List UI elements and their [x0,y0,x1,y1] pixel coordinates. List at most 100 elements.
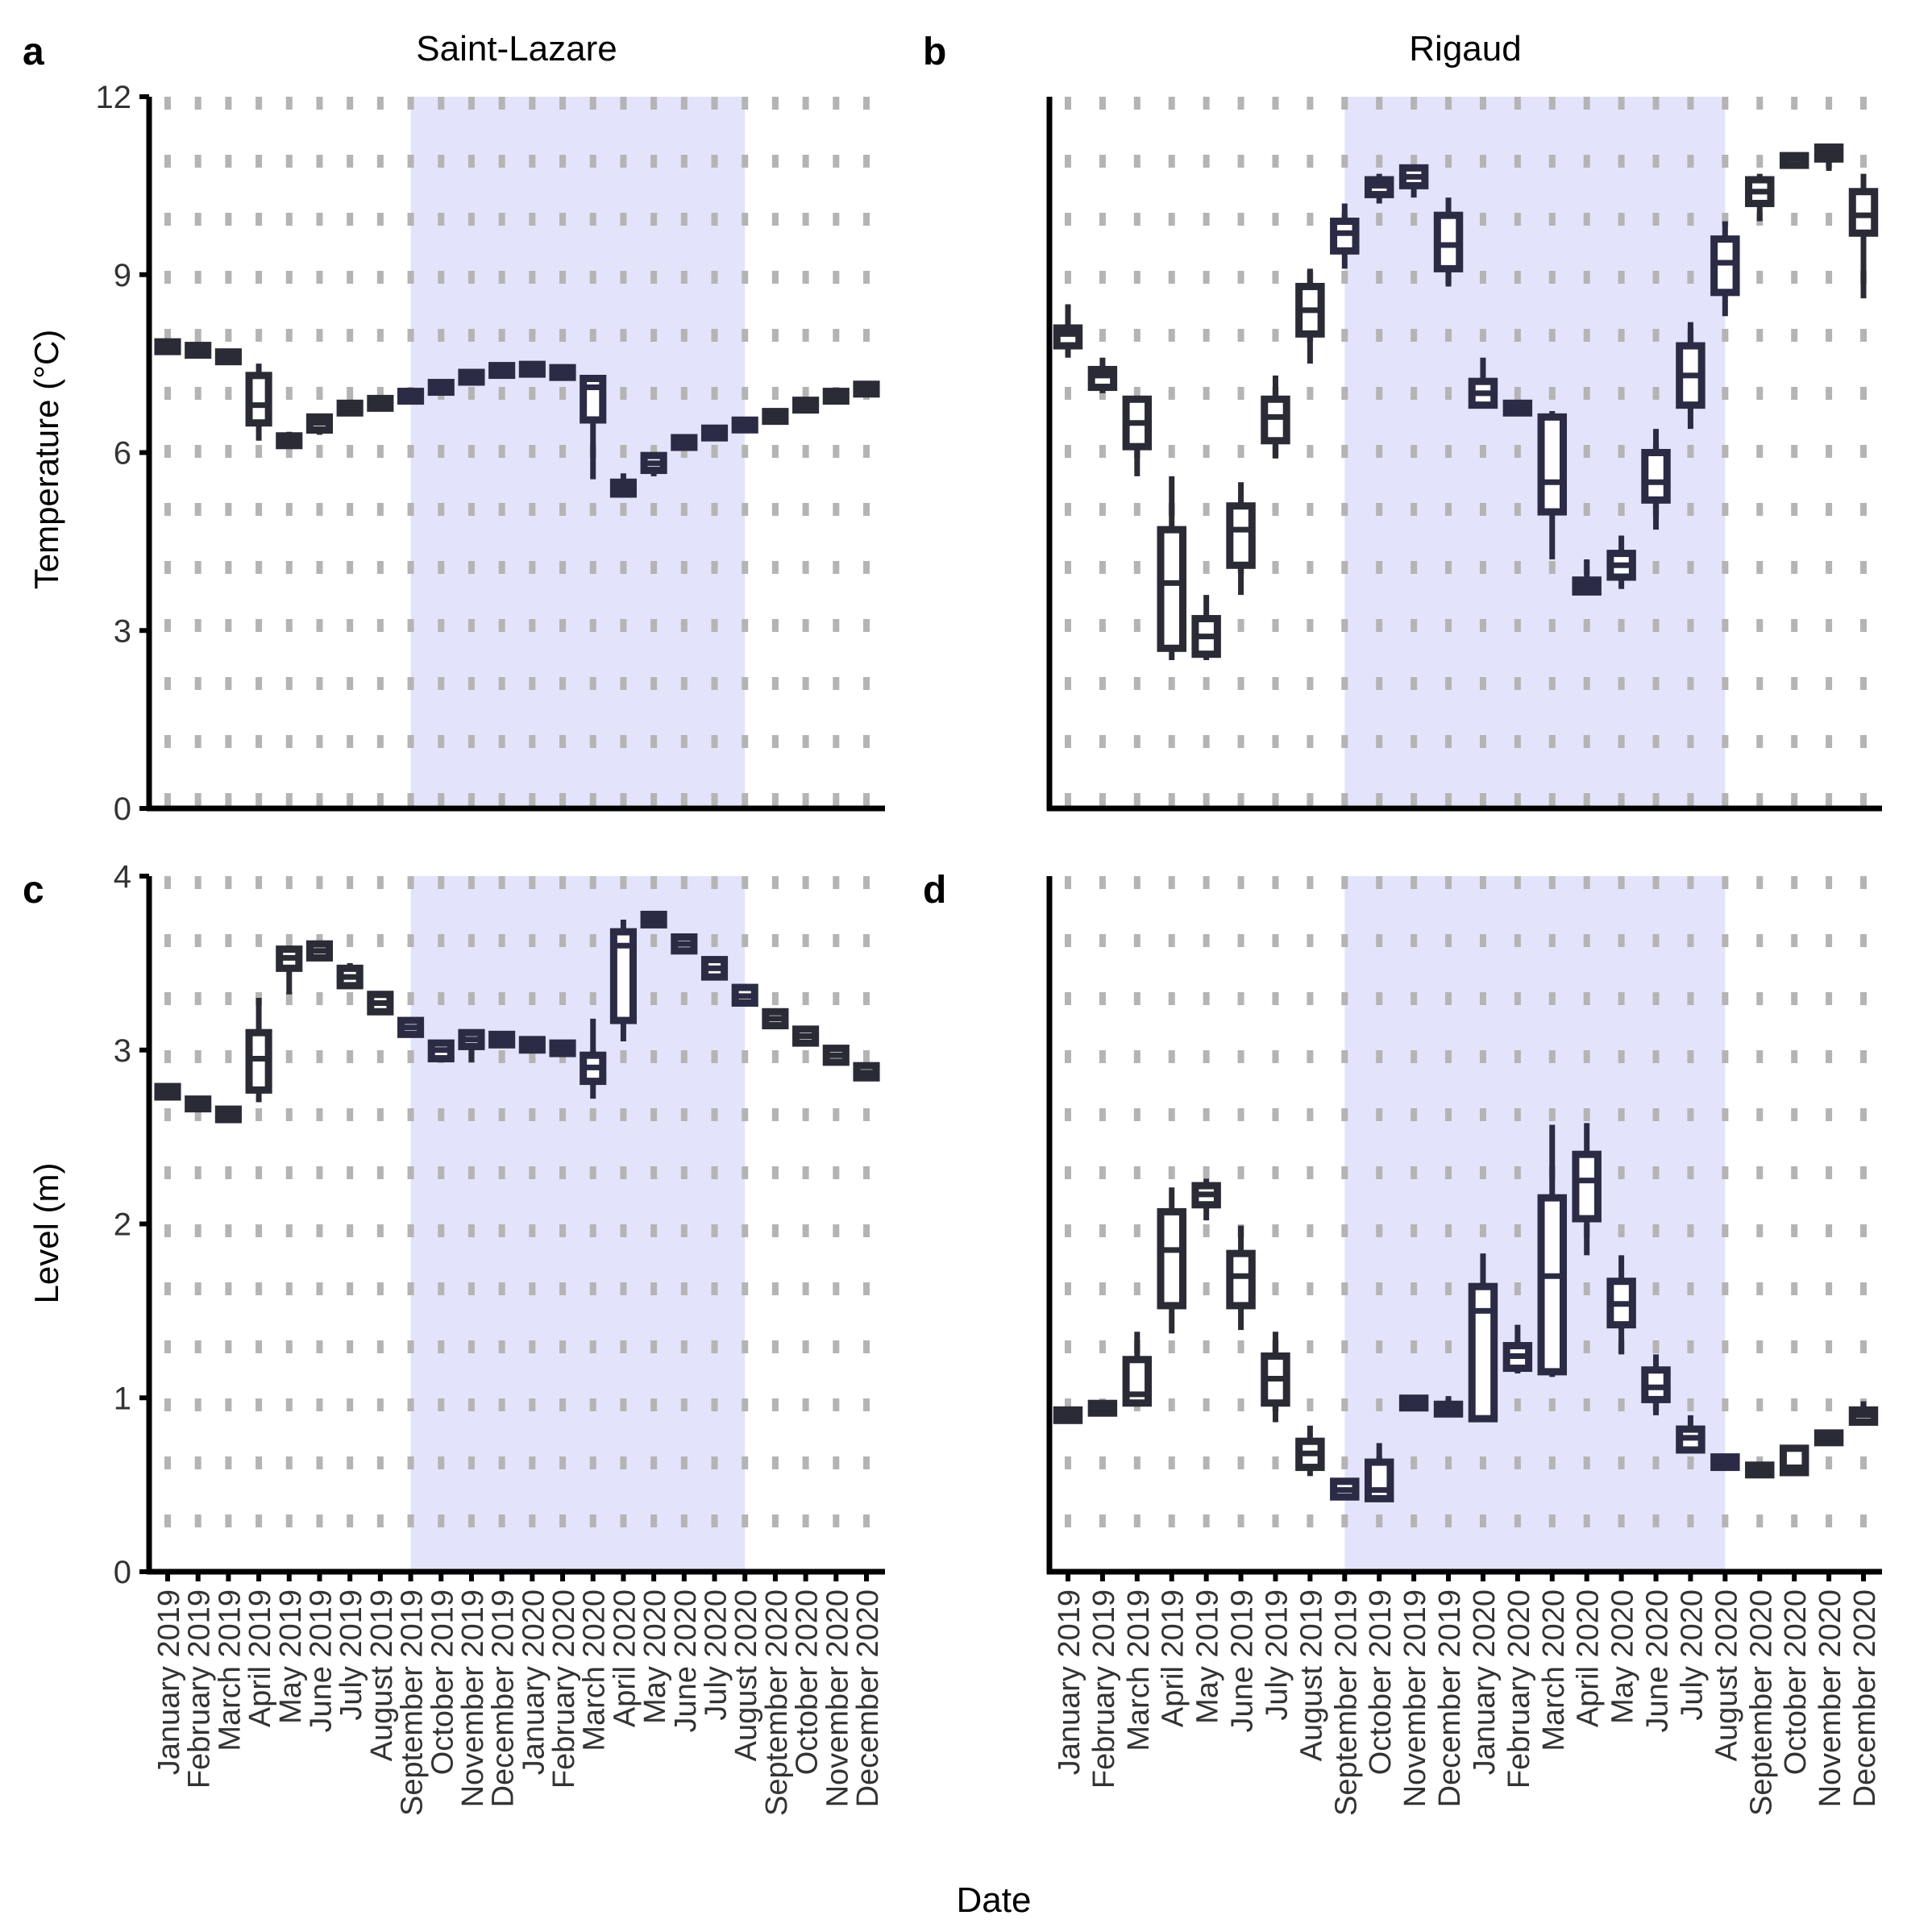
boxplot-october-2020 [792,1025,820,1047]
boxplot-february-2019 [185,342,212,359]
shaded-period-region [410,876,746,1572]
x-tick-label: October 2019 [426,1589,459,1775]
x-tick-label: April 2020 [608,1589,642,1727]
boxplot-march-2019 [1122,1332,1153,1407]
x-tick-label: April 2019 [243,1589,277,1727]
boxplot-june-2020 [671,434,698,451]
x-tick-label: July 2020 [1675,1589,1709,1721]
x-tick-label: July 2019 [334,1589,368,1721]
boxplot-january-2019 [154,338,181,355]
boxplot-november-2019 [458,1028,485,1062]
y-tick-label: 3 [114,1033,131,1069]
x-tick-label: December 2019 [487,1589,521,1807]
box-iqr [1468,1282,1498,1423]
boxplot-august-2020 [731,983,758,1007]
box-iqr [245,372,272,427]
boxplot-june-2020 [1641,429,1671,530]
x-tick-label: May 2019 [274,1589,308,1724]
y-tick-label: 0 [114,1555,131,1590]
box-iqr [1848,188,1879,237]
x-tick-label: November 2019 [456,1589,490,1807]
boxplot-october-2020 [1779,1444,1809,1477]
box-iqr [1710,235,1740,297]
boxplot-april-2020 [609,473,637,498]
x-tick-label: November 2020 [821,1589,854,1807]
boxplot-july-2020 [700,956,729,981]
boxplot-september-2019 [1330,1477,1360,1501]
boxplot-january-2019 [1053,304,1083,358]
boxplot-february-2020 [549,364,576,381]
panel-b: b Rigaud [923,29,1882,812]
boxplot-october-2020 [1779,152,1809,169]
panel-letter-d: d [923,869,946,912]
boxplot-march-2019 [214,348,242,366]
x-tick-label: January 2019 [1053,1589,1086,1775]
boxplot-december-2019 [488,1030,516,1049]
boxplot-january-2020 [518,1036,546,1054]
boxplot-september-2020 [1745,1461,1775,1479]
x-tick-label: September 2020 [1744,1589,1778,1816]
boxplot-june-2020 [671,933,698,955]
boxplot-may-2019 [1191,595,1221,661]
boxplot-october-2020 [792,397,820,414]
boxplot-august-2019 [1295,268,1325,364]
boxplot-february-2020 [549,1039,576,1057]
x-tick-label: August 2020 [1710,1589,1743,1761]
boxplot-april-2019 [1157,1187,1186,1334]
boxplot-december-2020 [1848,173,1879,299]
boxplot-june-2019 [305,940,334,962]
boxplot-june-2019 [1226,482,1256,596]
panel-a: 0 3 6 9 12 a Saint-Lazare [23,29,885,827]
x-tick-label: August 2019 [365,1589,399,1761]
x-tick-label: September 2019 [396,1589,430,1816]
boxplot-november-2019 [458,368,485,386]
box-iqr [1572,1150,1602,1223]
boxplot-september-2019 [397,1016,425,1038]
x-tick-label: August 2020 [729,1589,763,1761]
x-tick-label: March 2019 [213,1589,247,1751]
x-tick-label: October 2019 [1364,1589,1398,1775]
boxplot-may-2019 [276,431,303,450]
x-tick-label: June 2020 [1641,1589,1675,1733]
boxplot-june-2019 [1226,1225,1256,1331]
y-tick-label: 9 [114,258,131,293]
x-tick-label: May 2019 [1191,1589,1225,1724]
shaded-period-region [1344,876,1726,1572]
y-axis-label-level: Level (m) [27,1162,65,1303]
boxplot-november-2020 [822,1045,850,1066]
box-iqr [1641,449,1671,504]
x-tick-label: June 2020 [669,1589,703,1733]
box-iqr [1226,502,1256,569]
y-tick-label: 2 [114,1207,131,1243]
x-tick-label: May 2020 [1606,1589,1640,1724]
x-tick-label: September 2020 [760,1589,794,1816]
x-tick-label: December 2020 [851,1589,885,1807]
boxplot-june-2019 [305,413,334,435]
boxplot-november-2019 [1398,164,1429,198]
boxplot-august-2019 [367,991,394,1016]
panel-letter-c: c [23,869,44,912]
boxplot-february-2020 [1502,1324,1533,1374]
boxplot-july-2019 [336,962,364,990]
x-tick-label: April 2019 [1157,1589,1190,1727]
boxplot-july-2020 [1676,322,1705,430]
x-tick-label: November 2020 [1814,1589,1847,1807]
boxplot-october-2019 [427,1039,455,1063]
boxplot-december-2019 [1433,197,1464,287]
boxplot-august-2020 [1710,1453,1740,1472]
panel-letter-b: b [923,31,946,73]
x-tick-label: January 2019 [152,1589,186,1775]
boxplot-july-2019 [1261,375,1290,459]
x-tick-label: August 2019 [1294,1589,1328,1761]
panel-d: January 2019 February 2019 March 2019 April… [923,869,1882,1816]
boxplot-january-2020 [1468,357,1498,409]
x-tick-label: January 2020 [517,1589,550,1775]
box-iqr [1537,413,1568,516]
boxplot-april-2020 [1572,1123,1602,1256]
boxplot-february-2019 [1087,357,1118,393]
boxplot-january-2019 [1053,1406,1083,1424]
y-tick-label: 12 [96,80,132,115]
